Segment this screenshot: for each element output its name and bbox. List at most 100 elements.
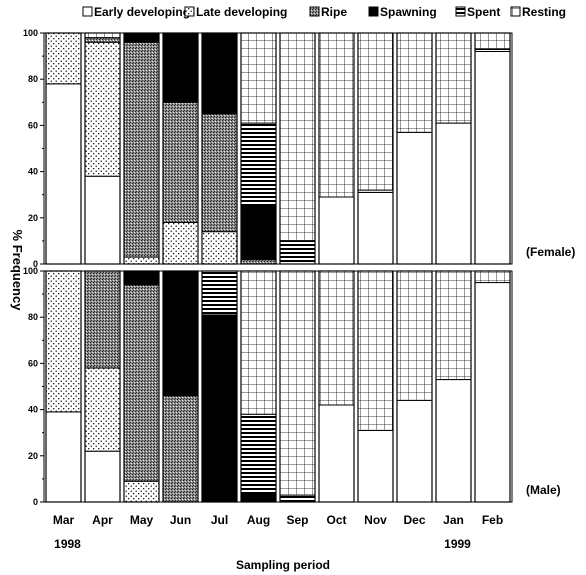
bar-column xyxy=(45,270,82,503)
x-tick-label: Apr xyxy=(92,513,113,527)
bar-column xyxy=(396,32,433,265)
bar-column xyxy=(318,32,355,265)
bar-segment-resting xyxy=(474,270,511,284)
panel-label: (Male) xyxy=(526,483,561,497)
bar-segment-ripe xyxy=(84,270,121,369)
bar-segment-resting xyxy=(240,270,277,415)
bar-column xyxy=(201,270,238,503)
x-axis: Mar Apr May Jun Jul Aug Sep Oct Nov Dec Jan Feb 1998… xyxy=(53,513,503,551)
bar-column xyxy=(279,270,316,503)
bar-segment-early xyxy=(396,131,433,265)
bar-column xyxy=(84,32,121,265)
bar-segment-late xyxy=(201,231,238,265)
bar-column xyxy=(201,32,238,265)
legend-swatch-early xyxy=(82,6,93,17)
bar-segment-early xyxy=(318,404,355,503)
bar-segment-late xyxy=(123,480,160,503)
bar-segment-resting xyxy=(357,32,394,191)
bar-segment-late xyxy=(45,270,82,413)
bar-segment-early xyxy=(474,50,511,265)
bar-segment-late xyxy=(162,221,199,265)
bar-column xyxy=(162,270,199,503)
bar-segment-spawning xyxy=(162,270,199,397)
bar-column xyxy=(123,270,160,503)
legend-label-resting: Resting xyxy=(522,5,566,19)
bar-segment-ripe xyxy=(84,37,121,43)
bar-segment-early xyxy=(396,399,433,503)
legend: Early developing Late developing Ripe Spawn… xyxy=(82,5,566,19)
bar-segment-ripe xyxy=(240,258,277,265)
bar-segment-ripe xyxy=(162,395,199,503)
bar-column xyxy=(435,32,472,265)
bar-segment-late xyxy=(84,367,121,452)
x-tick-label: Sep xyxy=(286,513,308,527)
legend-label-ripe: Ripe xyxy=(321,5,347,19)
bar-segment-spawning xyxy=(240,205,277,260)
legend-label-spent: Spent xyxy=(467,5,500,19)
bar-segment-spawning xyxy=(201,32,238,115)
legend-item-spent: Spent xyxy=(455,5,500,19)
bar-column xyxy=(396,270,433,503)
bar-column xyxy=(474,32,511,265)
legend-swatch-ripe xyxy=(309,6,320,17)
bar-segment-resting xyxy=(435,32,472,124)
bar-segment-early xyxy=(318,196,355,265)
bar-column xyxy=(84,270,121,503)
legend-item-late: Late developing xyxy=(184,5,287,19)
bar-column xyxy=(240,32,277,265)
legend-item-resting: Resting xyxy=(510,5,566,19)
bar-column xyxy=(279,32,316,265)
x-tick-label: May xyxy=(130,513,154,527)
bar-segment-spawning xyxy=(123,32,160,43)
bar-segment-spawning xyxy=(201,314,238,503)
bar-segment-early xyxy=(435,379,472,503)
y-tick-label: 40 xyxy=(28,167,38,177)
x-tick-label: Jun xyxy=(170,513,191,527)
bar-segment-ripe xyxy=(201,113,238,233)
bar-segment-spent xyxy=(279,240,316,265)
x-tick-label: Mar xyxy=(53,513,75,527)
x-tick-label: Jul xyxy=(211,513,228,527)
bar-segment-resting xyxy=(84,32,121,39)
bar-segment-spawning xyxy=(162,32,199,103)
panel-label: (Female) xyxy=(526,245,575,259)
bar-column xyxy=(435,270,472,503)
legend-item-early: Early developing xyxy=(82,5,190,19)
legend-item-spawning: Spawning xyxy=(368,5,437,19)
x-tick-label: Feb xyxy=(482,513,503,527)
bar-segment-resting xyxy=(474,32,511,50)
y-tick-label: 60 xyxy=(28,120,38,130)
bar-segment-early xyxy=(435,122,472,265)
year-label: 1998 xyxy=(54,537,81,551)
bar-column xyxy=(162,32,199,265)
y-tick-label: 100 xyxy=(23,28,38,38)
y-tick-label: 80 xyxy=(28,74,38,84)
bar-segment-resting xyxy=(357,270,394,431)
year-label: 1999 xyxy=(444,537,471,551)
bar-segment-early xyxy=(45,83,82,265)
bar-segment-resting xyxy=(396,270,433,401)
bar-column xyxy=(123,32,160,265)
bar-segment-ripe xyxy=(123,284,160,482)
bar-segment-resting xyxy=(318,32,355,198)
y-tick-label: 60 xyxy=(28,358,38,368)
female-panel: 0 20 40 60 80 100 (Female) xyxy=(23,28,575,269)
y-tick-label: 80 xyxy=(28,312,38,322)
bar-segment-early xyxy=(84,450,121,503)
x-tick-label: Nov xyxy=(364,513,387,527)
bar-segment-resting xyxy=(240,32,277,124)
x-tick-label: Dec xyxy=(403,513,425,527)
bar-segment-late xyxy=(84,41,121,177)
bar-column xyxy=(45,32,82,265)
bar-column xyxy=(474,270,511,503)
y-tick-label: 100 xyxy=(23,266,38,276)
bar-segment-resting xyxy=(318,270,355,406)
legend-label-late: Late developing xyxy=(196,5,287,19)
bar-segment-spent xyxy=(279,494,316,503)
bar-segment-ripe xyxy=(162,101,199,223)
legend-swatch-late xyxy=(184,6,195,17)
legend-item-ripe: Ripe xyxy=(309,5,347,19)
y-tick-label: 20 xyxy=(28,451,38,461)
bar-segment-early xyxy=(357,191,394,265)
bar-column xyxy=(357,270,394,503)
